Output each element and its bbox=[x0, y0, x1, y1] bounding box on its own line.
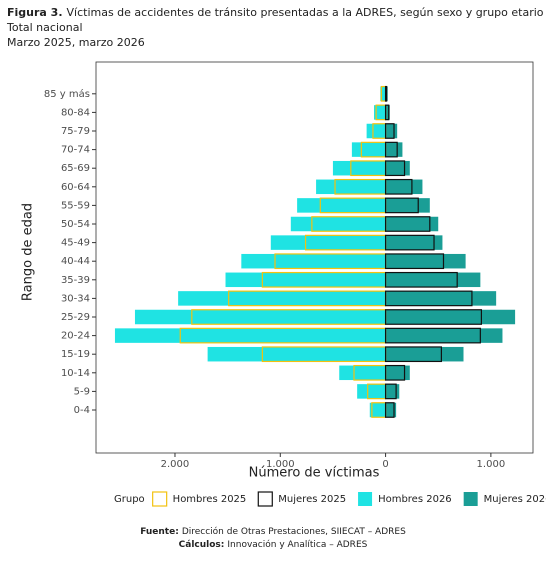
bar bbox=[385, 253, 466, 269]
bar bbox=[384, 327, 481, 344]
bar bbox=[385, 365, 410, 381]
y-tick-label: 70-74 bbox=[61, 145, 90, 156]
legend-label: Mujeres 2025 bbox=[278, 494, 346, 505]
subtitle: Marzo 2025, marzo 2026 bbox=[7, 36, 145, 49]
source-label: Fuente: bbox=[140, 527, 179, 537]
title-label: Figura 3. bbox=[7, 6, 63, 19]
x-tick-label: 0 bbox=[382, 459, 388, 470]
bar bbox=[357, 384, 386, 399]
bar bbox=[207, 346, 386, 362]
bar bbox=[369, 402, 386, 418]
y-tick-label: 65-69 bbox=[61, 163, 90, 174]
y-tick-label: 40-44 bbox=[61, 256, 90, 267]
legend-label: Hombres 2026 bbox=[378, 494, 452, 505]
bar bbox=[385, 142, 403, 157]
bar bbox=[351, 142, 386, 157]
bar bbox=[384, 309, 483, 325]
calc-text: Innovación y Analítica – ADRES bbox=[227, 539, 367, 550]
bar bbox=[385, 328, 503, 343]
y-tick-label: 45-49 bbox=[61, 238, 90, 249]
bar bbox=[384, 402, 395, 418]
y-tick-label: 10-14 bbox=[61, 368, 90, 379]
bar bbox=[316, 179, 386, 195]
bar bbox=[384, 253, 445, 270]
bar bbox=[384, 346, 442, 363]
y-tick-label: 55-59 bbox=[61, 200, 90, 211]
bar bbox=[290, 216, 386, 232]
bar bbox=[134, 309, 386, 325]
legend-label: Hombres 2025 bbox=[173, 494, 247, 505]
bar bbox=[178, 291, 386, 306]
legend-swatch bbox=[358, 492, 373, 506]
bar bbox=[384, 216, 431, 232]
bar bbox=[385, 216, 439, 232]
y-tick-label: 30-34 bbox=[61, 293, 90, 304]
y-tick-label: 85 y más bbox=[44, 88, 90, 100]
bar bbox=[385, 346, 464, 362]
bar bbox=[384, 290, 473, 307]
x-tick-label: 1.000 bbox=[477, 459, 506, 470]
bar bbox=[241, 253, 386, 269]
legend-swatch bbox=[463, 492, 478, 506]
y-tick-label: 25-29 bbox=[61, 312, 90, 323]
bar bbox=[384, 271, 458, 288]
x-tick-label: 2.000 bbox=[161, 459, 190, 470]
calc-label: Cálculos: bbox=[179, 540, 225, 550]
bar bbox=[384, 234, 435, 251]
bar bbox=[114, 328, 386, 343]
bar bbox=[384, 85, 388, 102]
bar bbox=[332, 160, 386, 176]
legend-label: Mujeres 2026 bbox=[484, 494, 546, 505]
bar bbox=[385, 160, 410, 176]
bar bbox=[385, 179, 423, 195]
y-axis-label: Rango de edad bbox=[21, 203, 36, 301]
bar bbox=[385, 272, 481, 288]
title: Figura 3. Víctimas de accidentes de tráns… bbox=[7, 6, 544, 19]
source-text: Dirección de Otras Prestaciones, SIIECAT… bbox=[182, 526, 406, 537]
calc: Cálculos: Innovación y Analítica – ADRES bbox=[179, 539, 368, 550]
bar bbox=[384, 383, 397, 400]
y-tick-label: 50-54 bbox=[61, 219, 90, 230]
legend-title: Grupo bbox=[114, 494, 145, 505]
bar bbox=[339, 365, 386, 381]
y-tick-label: 75-79 bbox=[61, 126, 90, 137]
y-tick-label: 15-19 bbox=[61, 349, 90, 360]
bar bbox=[385, 235, 443, 250]
bar bbox=[385, 402, 397, 418]
bar bbox=[384, 123, 395, 139]
bar bbox=[384, 141, 398, 158]
bar bbox=[384, 178, 413, 195]
legend-swatch bbox=[257, 491, 273, 507]
y-tick-label: 35-39 bbox=[61, 275, 90, 286]
bar bbox=[384, 364, 406, 381]
legend-swatch bbox=[152, 491, 168, 507]
source: Fuente: Dirección de Otras Prestaciones, … bbox=[140, 526, 406, 537]
y-tick-label: 0-4 bbox=[74, 405, 90, 416]
bar bbox=[380, 86, 386, 102]
bar bbox=[385, 291, 497, 306]
y-tick-label: 5-9 bbox=[74, 386, 90, 397]
title-text: Víctimas de accidentes de tránsito prese… bbox=[67, 6, 544, 19]
x-tick-label: 1.000 bbox=[266, 459, 295, 470]
bar bbox=[384, 104, 390, 121]
bar bbox=[385, 309, 516, 325]
subtitle: Total nacional bbox=[6, 21, 83, 34]
bar bbox=[384, 197, 419, 214]
y-tick-label: 20-24 bbox=[61, 331, 90, 342]
bar bbox=[225, 272, 386, 288]
bar bbox=[384, 160, 406, 177]
bar bbox=[366, 123, 386, 139]
bar bbox=[270, 235, 386, 250]
x-axis-label: Número de víctimas bbox=[249, 466, 380, 481]
bar bbox=[385, 123, 398, 139]
bar bbox=[297, 198, 386, 213]
y-tick-label: 80-84 bbox=[61, 107, 90, 118]
y-tick-label: 60-64 bbox=[61, 182, 90, 193]
bar bbox=[373, 105, 386, 120]
bar bbox=[385, 384, 400, 399]
bar bbox=[385, 198, 430, 213]
bar bbox=[385, 105, 390, 120]
